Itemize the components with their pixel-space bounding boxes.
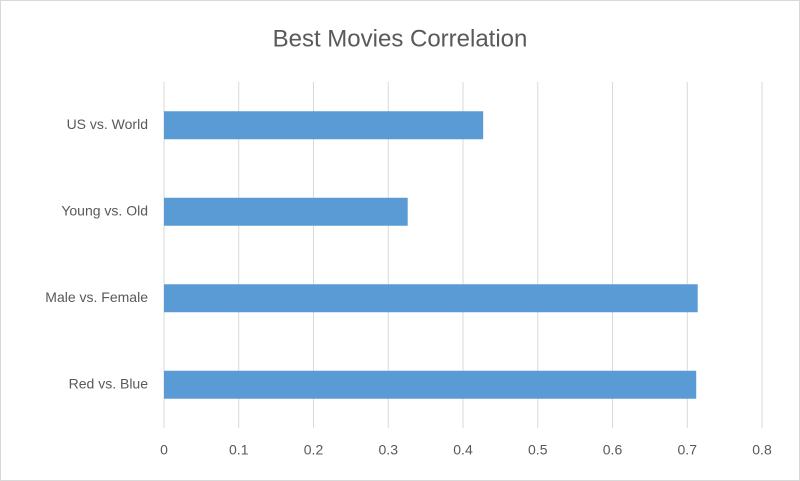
y-tick-label: Young vs. Old [61, 202, 148, 218]
bar [164, 284, 698, 313]
bar [164, 197, 408, 226]
x-tick-label: 0.5 [528, 442, 548, 458]
x-tick-label: 0.6 [603, 442, 623, 458]
x-tick-label: 0.7 [678, 442, 698, 458]
y-tick-label: Male vs. Female [45, 289, 148, 305]
y-tick-label: US vs. World [67, 116, 148, 132]
x-tick-label: 0.3 [379, 442, 399, 458]
x-tick-label: 0.4 [453, 442, 473, 458]
x-tick-label: 0 [160, 442, 168, 458]
bar [164, 111, 484, 140]
chart-title: Best Movies Correlation [273, 25, 528, 52]
y-tick-label: Red vs. Blue [69, 375, 149, 391]
x-tick-label: 0.1 [229, 442, 249, 458]
bar [164, 370, 697, 399]
x-tick-label: 0.8 [752, 442, 772, 458]
x-tick-label: 0.2 [304, 442, 324, 458]
